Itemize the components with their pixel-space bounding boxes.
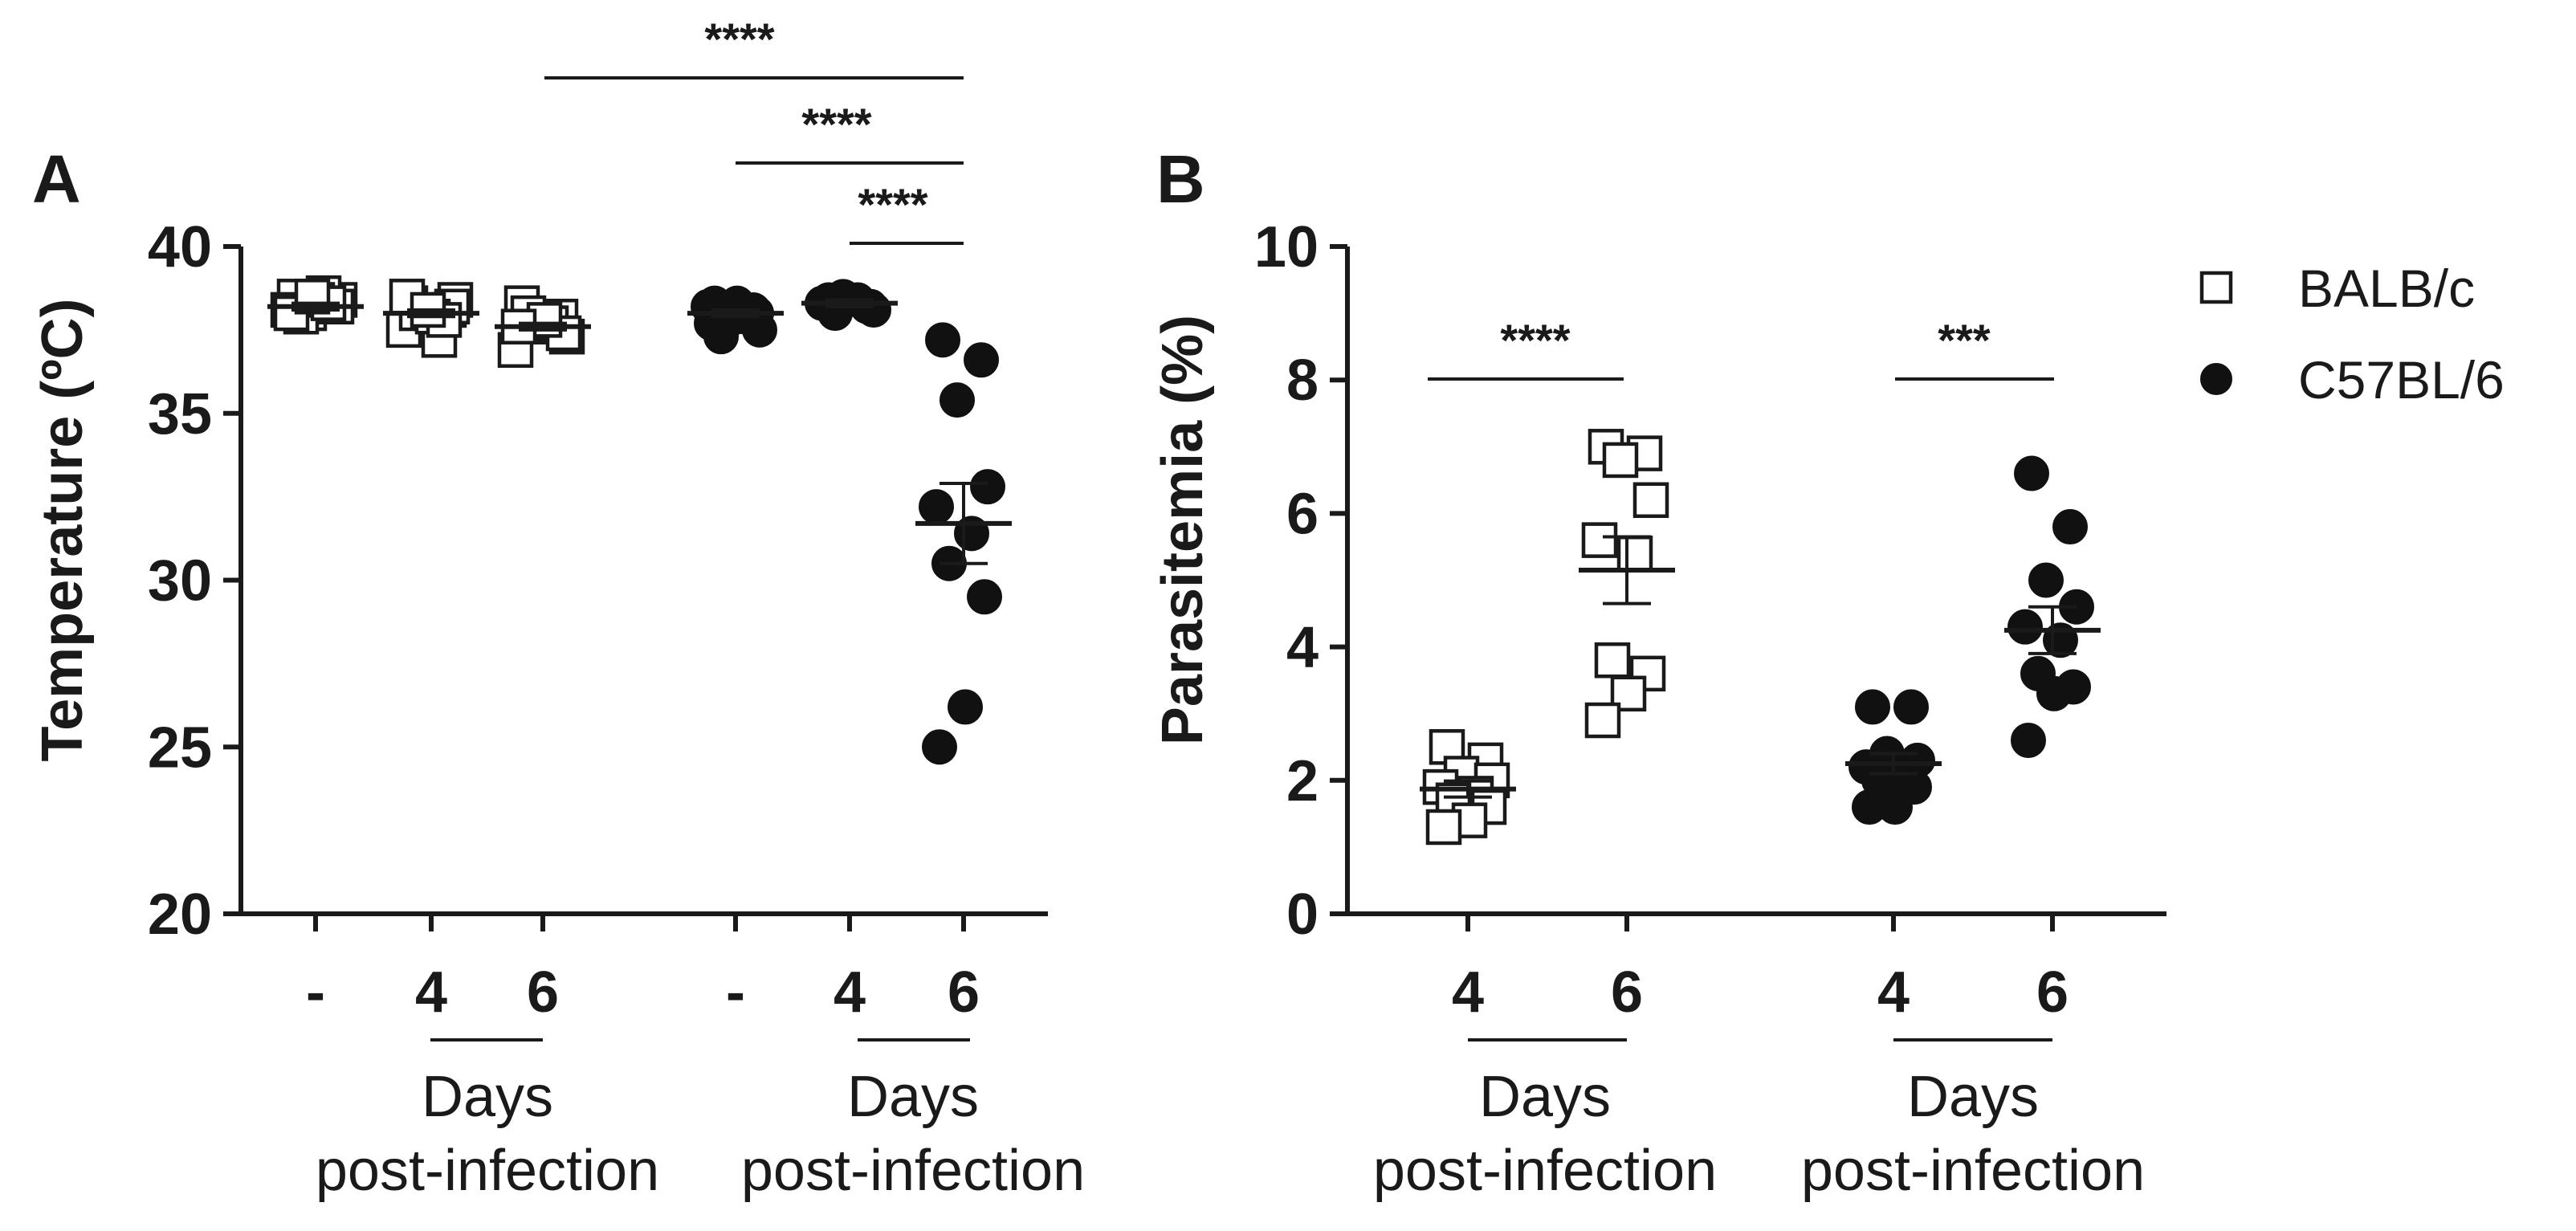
panel-a-sig-label: **** xyxy=(704,14,774,64)
x-tick-label: - xyxy=(726,960,745,1025)
legend-balbc-label: BALB/c xyxy=(2298,259,2475,318)
panel-b-letter: B xyxy=(1156,141,1205,217)
x-tick-label: 4 xyxy=(834,960,866,1025)
data-point-c57bl6 xyxy=(1893,689,1929,725)
data-point-c57bl6 xyxy=(964,342,999,378)
panel-b-group-label-line1: Days xyxy=(1479,1065,1611,1129)
y-tick-label: 4 xyxy=(1286,616,1319,680)
x-tick-label: 6 xyxy=(2036,960,2069,1025)
panel-b-group-label-line2: post-infection xyxy=(1373,1139,1717,1203)
data-point-c57bl6 xyxy=(925,322,960,358)
data-point-c57bl6 xyxy=(970,469,1005,505)
data-point-balbc xyxy=(1616,536,1653,572)
x-tick-label: 4 xyxy=(415,960,447,1025)
data-point-balbc xyxy=(1594,642,1631,679)
x-tick-label: - xyxy=(306,960,325,1025)
data-point-c57bl6 xyxy=(2052,509,2088,545)
panel-b-sig-label: *** xyxy=(1938,315,1991,365)
panel-b-y-ticks: 0 2 4 6 8 10 xyxy=(1254,215,1347,947)
data-point-c57bl6 xyxy=(948,689,983,725)
data-point-balbc xyxy=(1632,482,1669,519)
data-point-c57bl6 xyxy=(2014,455,2049,491)
panel-b-means xyxy=(1420,535,2101,799)
y-tick-label: 10 xyxy=(1254,215,1319,279)
panel-a-y-axis-label: Temperature (ºC) xyxy=(31,298,95,761)
x-tick-label: 4 xyxy=(1452,960,1484,1025)
panel-b-group-label-line1: Days xyxy=(1907,1065,2039,1129)
data-point-balbc xyxy=(1425,809,1462,846)
panel-b-group-label-line2: post-infection xyxy=(1801,1139,2145,1203)
data-point-c57bl6 xyxy=(1852,789,1887,825)
panel-b-y-axis-label: Parasitemia (%) xyxy=(1151,315,1215,745)
panel-a-letter: A xyxy=(32,141,81,217)
data-point-c57bl6 xyxy=(2007,609,2043,645)
legend-balbc-marker xyxy=(2199,271,2233,304)
panel-a-means xyxy=(267,298,1012,565)
legend-c57bl6-label: C57BL/6 xyxy=(2298,350,2505,410)
legend-c57bl6-marker xyxy=(2200,363,2232,395)
x-tick-label: 6 xyxy=(1611,960,1643,1025)
data-point-c57bl6 xyxy=(2036,675,2072,711)
data-point-balbc xyxy=(1584,702,1621,739)
x-tick-label: 6 xyxy=(527,960,559,1025)
panel-a-sig-label: **** xyxy=(801,99,871,149)
y-tick-label: 0 xyxy=(1286,882,1319,947)
data-point-c57bl6 xyxy=(919,489,954,525)
data-point-c57bl6 xyxy=(967,579,1002,615)
y-tick-label: 40 xyxy=(148,215,212,279)
legend: BALB/c C57BL/6 xyxy=(2199,259,2505,410)
data-point-c57bl6 xyxy=(922,729,957,765)
panel-b-points xyxy=(1422,429,2094,846)
x-tick-label: 6 xyxy=(948,960,980,1025)
y-tick-label: 35 xyxy=(148,382,212,446)
data-point-c57bl6 xyxy=(2028,562,2064,598)
panel-a-group-label-line1: Days xyxy=(422,1065,553,1129)
panel-a-y-ticks: 20 25 30 35 40 xyxy=(148,215,241,947)
y-tick-label: 20 xyxy=(148,882,212,947)
y-tick-label: 8 xyxy=(1286,349,1319,413)
panel-a-group-label-line2: post-infection xyxy=(741,1139,1085,1203)
panel-a-group-label-line1: Days xyxy=(847,1065,979,1129)
data-point-c57bl6 xyxy=(2011,722,2046,758)
y-tick-label: 25 xyxy=(148,715,212,780)
panel-a-group-label-line2: post-infection xyxy=(316,1139,659,1203)
data-point-c57bl6 xyxy=(940,382,975,418)
data-point-balbc xyxy=(1602,442,1639,479)
data-point-balbc xyxy=(1581,522,1618,558)
panel-a: A Temperature (ºC) 20 25 30 35 40 - 4 6 - 4 6 ***… xyxy=(31,14,1085,1203)
y-tick-label: 2 xyxy=(1286,749,1319,813)
panel-a-sig-label: **** xyxy=(858,179,927,230)
panel-b-x-ticks: 4 6 4 6 xyxy=(1452,914,2069,1025)
y-tick-label: 6 xyxy=(1286,482,1319,546)
panel-b-sig-label: **** xyxy=(1500,315,1570,365)
x-tick-label: 4 xyxy=(1877,960,1910,1025)
panel-a-points xyxy=(270,275,1005,765)
data-point-c57bl6 xyxy=(1855,689,1890,725)
panel-a-x-ticks: - 4 6 - 4 6 xyxy=(306,914,980,1025)
y-tick-label: 30 xyxy=(148,549,212,613)
